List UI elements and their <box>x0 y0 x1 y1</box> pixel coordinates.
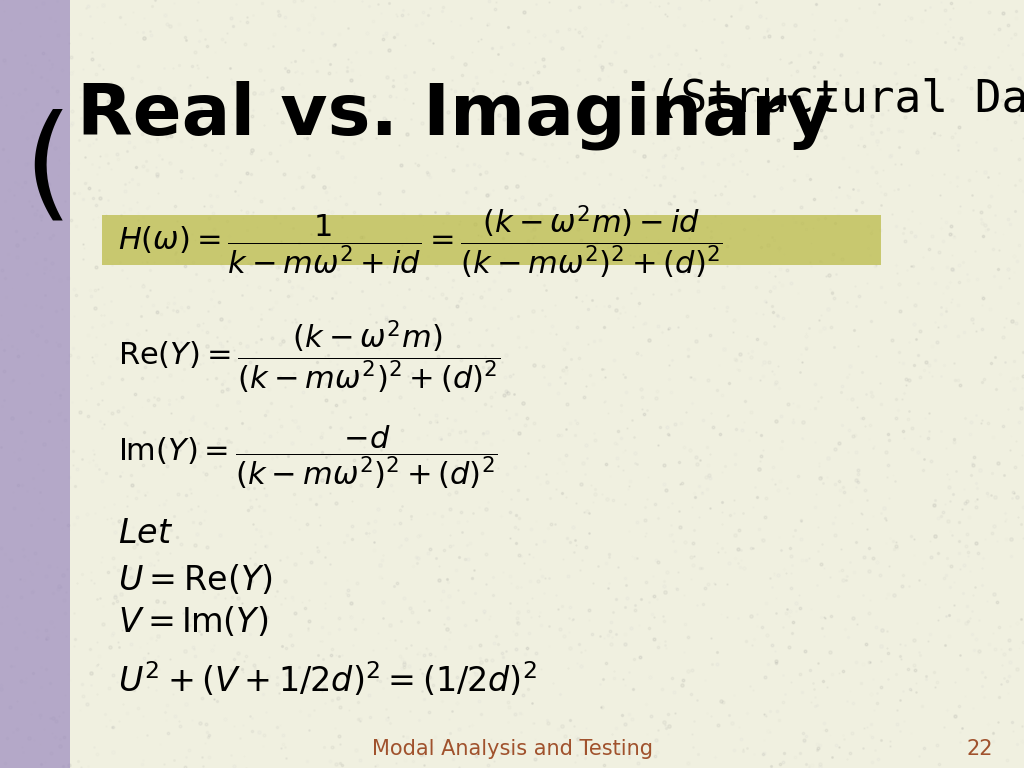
Text: $($: $($ <box>23 108 63 230</box>
Text: Modal Analysis and Testing: Modal Analysis and Testing <box>372 739 652 759</box>
Text: $H(\omega) = \dfrac{1}{k - m\omega^2 + id} = \dfrac{(k - \omega^2 m) - id}{(k - : $H(\omega) = \dfrac{1}{k - m\omega^2 + i… <box>118 204 723 280</box>
Text: $U^2 + (V + 1/2d)^2 = (1/2d)^2$: $U^2 + (V + 1/2d)^2 = (1/2d)^2$ <box>118 660 537 699</box>
Text: $V = \mathrm{Im}(Y)$: $V = \mathrm{Im}(Y)$ <box>118 605 268 639</box>
Bar <box>0 0 70 768</box>
Text: $\mathrm{Re}(Y) = \dfrac{(k - \omega^2 m)}{(k - m\omega^2)^2 + (d)^2}$: $\mathrm{Re}(Y) = \dfrac{(k - \omega^2 m… <box>118 319 500 396</box>
Text: Real vs. Imaginary: Real vs. Imaginary <box>77 81 834 150</box>
Text: $\mathrm{Im}(Y) = \dfrac{-d}{(k - m\omega^2)^2 + (d)^2}$: $\mathrm{Im}(Y) = \dfrac{-d}{(k - m\omeg… <box>118 423 498 491</box>
Text: (Structural Damping): (Structural Damping) <box>627 78 1024 121</box>
Bar <box>102 215 881 265</box>
Text: $U = \mathrm{Re}(Y)$: $U = \mathrm{Re}(Y)$ <box>118 563 272 597</box>
Text: $\mathit{Let}$: $\mathit{Let}$ <box>118 518 173 550</box>
Text: 22: 22 <box>967 739 993 759</box>
